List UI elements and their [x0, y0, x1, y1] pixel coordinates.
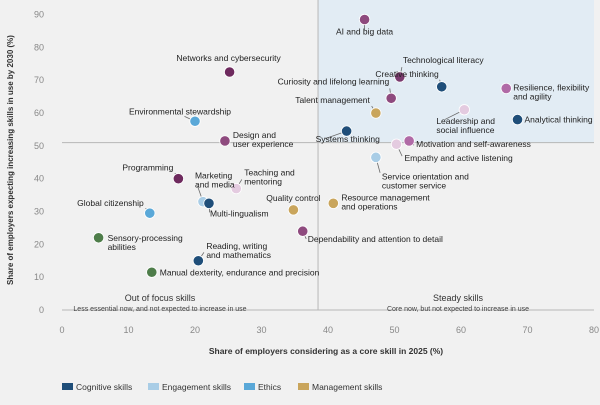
skill-point — [385, 92, 397, 104]
skill-label: Reading, writing and mathematics — [206, 241, 271, 260]
legend-label: Management skills — [312, 382, 382, 392]
y-tick-label: 80 — [34, 42, 44, 52]
skill-point — [370, 151, 382, 163]
skill-label: Leadership and social influence — [436, 116, 495, 135]
skill-point — [341, 125, 353, 137]
legend-label: Engagement skills — [162, 382, 231, 392]
skill-label: Multi-lingualism — [210, 208, 269, 218]
skill-label: Analytical thinking — [525, 115, 593, 125]
skill-label: Environmental stewardship — [129, 106, 231, 116]
skill-label: Motivation and self-awareness — [416, 139, 531, 149]
skill-point — [219, 135, 231, 147]
skill-point — [92, 232, 105, 244]
skill-point — [144, 207, 156, 219]
legend-swatch — [244, 383, 255, 390]
skill-point — [189, 115, 201, 127]
quadrant-title-steady: Steady skills — [433, 293, 484, 303]
skill-label: Empathy and active listening — [404, 153, 512, 163]
y-axis-label: Share of employers expecting increasing … — [6, 35, 15, 285]
skill-label: Marketing and media — [195, 171, 235, 190]
y-tick-label: 10 — [34, 272, 44, 282]
skill-point — [223, 66, 236, 78]
y-tick-label: 90 — [34, 10, 44, 20]
skill-label: Service orientation and customer service — [382, 171, 469, 190]
x-tick-label: 0 — [59, 325, 64, 335]
skill-point — [203, 197, 215, 209]
y-tick-label: 30 — [34, 207, 44, 217]
skill-point — [297, 225, 309, 237]
skill-label: Resource management and operations — [341, 192, 430, 211]
x-tick-label: 10 — [123, 325, 133, 335]
skill-label: Manual dexterity, endurance and precisio… — [160, 267, 320, 277]
legend-label: Cognitive skills — [76, 382, 132, 392]
skill-label: Teaching and mentoring — [244, 168, 295, 187]
y-tick-label: 0 — [39, 305, 44, 315]
skill-label: Quality control — [266, 193, 320, 203]
skill-label: Programming — [122, 163, 173, 173]
x-tick-label: 40 — [323, 325, 333, 335]
legend-label: Ethics — [258, 382, 281, 392]
skill-label: Global citizenship — [77, 198, 144, 208]
quadrant-subtitle-steady: Core now, but not expected to increase i… — [387, 306, 529, 313]
skill-label: AI and big data — [336, 26, 393, 36]
legend-swatch — [62, 383, 73, 390]
skill-label: Creative thinking — [375, 69, 439, 79]
y-tick-label: 70 — [34, 75, 44, 85]
skill-label: Networks and cybersecurity — [176, 53, 281, 63]
skill-point — [403, 135, 415, 147]
skill-label: Dependability and attention to detail — [308, 234, 443, 244]
skill-label: Systems thinking — [316, 134, 381, 144]
skill-point — [436, 81, 448, 93]
skill-point — [370, 107, 382, 119]
skill-label: Technological literacy — [403, 55, 485, 65]
y-tick-label: 50 — [34, 141, 44, 151]
x-tick-label: 50 — [389, 325, 399, 335]
y-tick-label: 60 — [34, 108, 44, 118]
x-tick-label: 80 — [589, 325, 599, 335]
skill-point — [511, 114, 524, 126]
skill-point — [500, 82, 512, 95]
y-tick-label: 20 — [34, 239, 44, 249]
skill-point — [287, 204, 300, 216]
skill-point — [230, 182, 242, 195]
skill-label: Sensory-processing abilities — [108, 233, 183, 252]
x-tick-label: 60 — [456, 325, 466, 335]
legend-swatch — [148, 383, 159, 390]
skill-label: Curiosity and lifelong learning — [278, 76, 390, 86]
skill-point — [192, 255, 204, 267]
quadrant-subtitle-out-of-focus: Less essential now, and not expected to … — [73, 306, 246, 313]
skill-point — [390, 138, 403, 150]
skill-label: Talent management — [295, 95, 370, 105]
skill-label: Design and user experience — [233, 130, 294, 149]
x-axis-label: Share of employers considering as a core… — [209, 346, 443, 356]
skill-point — [172, 173, 184, 185]
x-tick-label: 20 — [190, 325, 200, 335]
skill-point — [327, 197, 339, 209]
skill-point — [146, 266, 158, 278]
skill-point — [458, 104, 470, 116]
skill-point — [394, 71, 406, 83]
legend-swatch — [298, 383, 309, 390]
quadrant-title-out-of-focus: Out of focus skills — [125, 293, 196, 303]
x-tick-label: 30 — [256, 325, 266, 335]
x-tick-label: 70 — [522, 325, 532, 335]
skill-point — [358, 13, 371, 26]
y-tick-label: 40 — [34, 174, 44, 184]
legend: Cognitive skills Engagement skills Ethics M… — [62, 382, 382, 392]
skill-label: Resilience, flexibility and agility — [513, 82, 590, 101]
